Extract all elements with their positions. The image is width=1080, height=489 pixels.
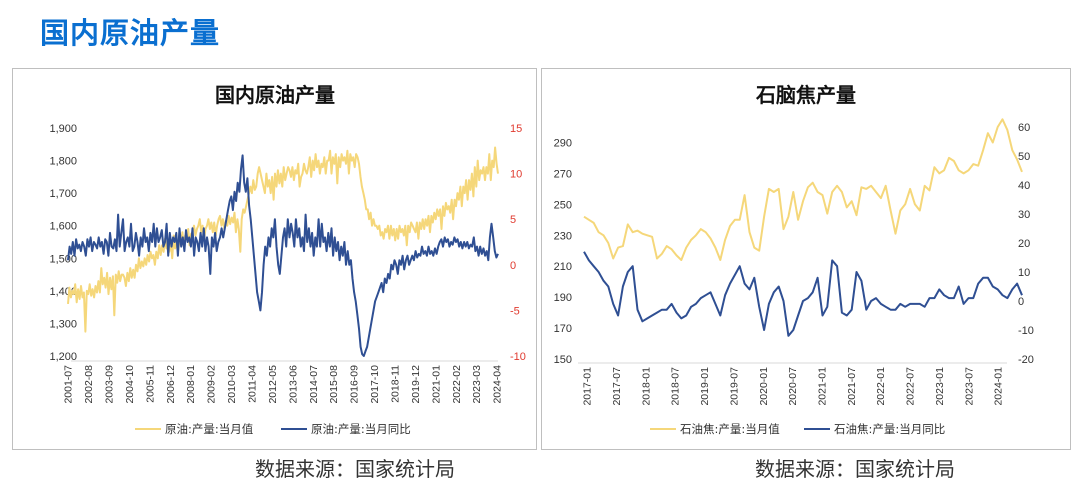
crude-oil-x-tick-label: 2019-12 xyxy=(410,365,422,404)
petroleum-coke-left-tick-label: 210 xyxy=(554,261,572,273)
petroleum-coke-right-tick-label: -10 xyxy=(1018,325,1034,337)
petroleum-coke-x-tick-label: 2021-07 xyxy=(846,367,858,406)
petroleum-coke-x-tick-label: 2018-01 xyxy=(640,367,652,406)
page-title: 国内原油产量 xyxy=(40,16,221,50)
petroleum-coke-right-tick-label: 60 xyxy=(1018,122,1030,134)
petroleum-coke-x-tick-label: 2024-01 xyxy=(993,367,1005,406)
crude-oil-x-tick-label: 2015-08 xyxy=(328,365,340,404)
crude-oil-x-tick-label: 2016-09 xyxy=(349,365,361,404)
petroleum-coke-right-tick-label: 30 xyxy=(1018,209,1030,221)
petroleum-coke-left-tick-label: 250 xyxy=(554,199,572,211)
petroleum-coke-x-tick-label: 2020-07 xyxy=(787,367,799,406)
petroleum-coke-right-tick-label: 20 xyxy=(1018,238,1030,250)
petroleum-coke-left-tick-label: 290 xyxy=(554,137,572,149)
crude-oil-x-tick-label: 2021-01 xyxy=(430,365,442,404)
crude-oil-x-tick-label: 2018-11 xyxy=(390,365,402,403)
crude-oil-x-tick-label: 2006-12 xyxy=(165,365,177,404)
crude-oil-left-tick-label: 1,200 xyxy=(49,351,77,363)
petroleum-coke-legend-label-yoy: 石油焦:产量:当月同比 xyxy=(834,422,945,436)
crude-oil-right-tick-label: 5 xyxy=(510,214,516,226)
petroleum-coke-left-tick-label: 150 xyxy=(554,354,572,366)
petroleum-coke-legend-label-monthly-value: 石油焦:产量:当月值 xyxy=(680,422,780,436)
crude-oil-right-tick-label: 15 xyxy=(510,123,522,135)
petroleum-coke-x-tick-label: 2017-01 xyxy=(582,367,594,406)
crude-oil-legend-label-yoy: 原油:产量:当月同比 xyxy=(311,422,411,436)
petroleum-coke-x-tick-label: 2018-07 xyxy=(670,367,682,406)
crude-oil-x-tick-label: 2005-11 xyxy=(144,365,156,403)
petroleum-coke-x-tick-label: 2022-01 xyxy=(875,367,887,406)
crude-oil-x-tick-label: 2023-03 xyxy=(471,365,483,404)
crude-oil-left-tick-label: 1,800 xyxy=(49,156,77,168)
petroleum-coke-right-tick-label: 10 xyxy=(1018,267,1030,279)
petroleum-coke-x-tick-label: 2023-07 xyxy=(963,367,975,406)
crude-oil-x-tick-label: 2011-04 xyxy=(247,365,259,403)
crude-oil-left-tick-label: 1,600 xyxy=(49,221,77,233)
crude-oil-x-tick-label: 2024-04 xyxy=(492,365,504,404)
petroleum-coke-x-tick-label: 2022-07 xyxy=(905,367,917,406)
crude-oil-x-tick-label: 2009-02 xyxy=(206,365,218,404)
petroleum-coke-series-yoy xyxy=(583,251,1023,337)
petroleum-coke-chart: 石脑焦产量 150 170 190 210 230 250 270 290 -20 -10 0 10 20… xyxy=(554,83,1034,436)
crude-oil-left-tick-label: 1,700 xyxy=(49,188,77,200)
crude-oil-series-yoy xyxy=(67,154,499,357)
petroleum-coke-right-tick-label: 50 xyxy=(1018,151,1030,163)
crude-oil-chart-panel: 国内原油产量 1,200 1,300 1,400 1,500 1,600 1,700 1,80… xyxy=(12,68,537,450)
petroleum-coke-right-tick-label: 0 xyxy=(1018,296,1024,308)
crude-oil-right-tick-label: -10 xyxy=(510,351,526,363)
crude-oil-right-tick-label: 10 xyxy=(510,169,522,181)
petroleum-coke-x-tick-label: 2021-01 xyxy=(817,367,829,406)
petroleum-coke-x-tick-label: 2019-01 xyxy=(699,367,711,406)
petroleum-coke-chart-title: 石脑焦产量 xyxy=(755,83,856,107)
petroleum-coke-right-tick-label: -20 xyxy=(1018,354,1034,366)
crude-oil-series-monthly-value xyxy=(67,146,499,333)
crude-oil-x-tick-label: 2003-09 xyxy=(104,365,116,404)
petroleum-coke-left-tick-label: 230 xyxy=(554,230,572,242)
crude-oil-left-tick-label: 1,300 xyxy=(49,318,77,330)
source-note-right: 数据来源：国家统计局 xyxy=(755,457,955,481)
petroleum-coke-chart-panel: 石脑焦产量 150 170 190 210 230 250 270 290 -20 -10 0 10 20… xyxy=(541,68,1071,450)
crude-oil-chart: 国内原油产量1,2001,3001,4001,5001,6001,7001,80… xyxy=(49,83,526,436)
petroleum-coke-x-tick-label: 2020-01 xyxy=(758,367,770,406)
crude-oil-x-tick-label: 2012-05 xyxy=(267,365,279,404)
petroleum-coke-x-tick-label: 2023-01 xyxy=(934,367,946,406)
crude-oil-x-tick-label: 2017-10 xyxy=(369,365,381,404)
crude-oil-left-tick-label: 1,900 xyxy=(49,123,77,135)
petroleum-coke-right-tick-label: 40 xyxy=(1018,180,1030,192)
crude-oil-x-tick-label: 2008-01 xyxy=(185,365,197,404)
petroleum-coke-x-tick-label: 2017-07 xyxy=(611,367,623,406)
petroleum-coke-left-tick-label: 170 xyxy=(554,323,572,335)
crude-oil-left-tick-label: 1,500 xyxy=(49,253,77,265)
crude-oil-x-tick-label: 2013-06 xyxy=(287,365,299,404)
source-note-left: 数据来源：国家统计局 xyxy=(255,457,455,481)
crude-oil-right-tick-label: 0 xyxy=(510,260,516,272)
crude-oil-x-tick-label: 2010-03 xyxy=(226,365,238,404)
petroleum-coke-left-tick-label: 190 xyxy=(554,292,572,304)
crude-oil-x-tick-label: 2001-07 xyxy=(63,365,75,404)
petroleum-coke-series-monthly-value xyxy=(583,118,1023,261)
crude-oil-x-tick-label: 2022-02 xyxy=(451,365,463,404)
crude-oil-legend-label-monthly-value: 原油:产量:当月值 xyxy=(165,422,254,436)
crude-oil-x-tick-label: 2014-07 xyxy=(308,365,320,404)
crude-oil-x-tick-label: 2002-08 xyxy=(83,365,95,404)
petroleum-coke-x-tick-label: 2019-07 xyxy=(728,367,740,406)
crude-oil-chart-title: 国内原油产量 xyxy=(215,83,335,107)
petroleum-coke-left-tick-label: 270 xyxy=(554,168,572,180)
crude-oil-right-tick-label: -5 xyxy=(510,305,520,317)
crude-oil-x-tick-label: 2004-10 xyxy=(124,365,136,404)
